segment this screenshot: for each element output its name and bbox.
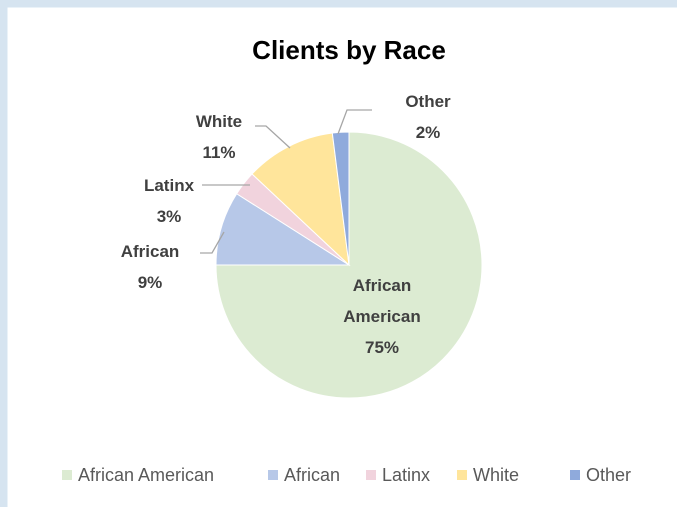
data-label-name: Other: [405, 92, 451, 111]
data-label-value: 9%: [137, 273, 163, 292]
legend-label: White: [473, 465, 519, 485]
leader-lines: [200, 109, 372, 254]
data-label: Latinx 3%: [144, 170, 194, 232]
legend-swatch: [457, 470, 467, 480]
data-label: African 9%: [121, 236, 180, 298]
chart-title: Clients by Race: [252, 35, 446, 65]
data-label-name: Latinx: [143, 176, 195, 195]
data-label: African American 75%: [327, 270, 437, 363]
leader-line: [255, 125, 291, 149]
data-label-name: White: [195, 112, 243, 131]
data-label: White 11%: [196, 106, 242, 168]
legend-swatch: [570, 470, 580, 480]
legend-swatch: [62, 470, 72, 480]
legend-label: Latinx: [382, 465, 430, 485]
data-label: Other 2%: [405, 86, 450, 148]
leader-line: [337, 109, 372, 135]
legend-label: African American: [78, 465, 214, 485]
legend-label: Other: [586, 465, 631, 485]
legend-swatch: [268, 470, 278, 480]
data-label-value: 2%: [415, 123, 441, 142]
data-label-name: African: [120, 242, 180, 261]
legend-swatch: [366, 470, 376, 480]
legend-label: African: [284, 465, 340, 485]
data-label-name: African American: [343, 276, 421, 326]
pie-slice: [331, 131, 350, 266]
data-label-value: 3%: [156, 207, 182, 226]
data-label-value: 75%: [364, 338, 400, 357]
data-label-value: 11%: [202, 143, 236, 162]
leader-line: [200, 231, 225, 254]
